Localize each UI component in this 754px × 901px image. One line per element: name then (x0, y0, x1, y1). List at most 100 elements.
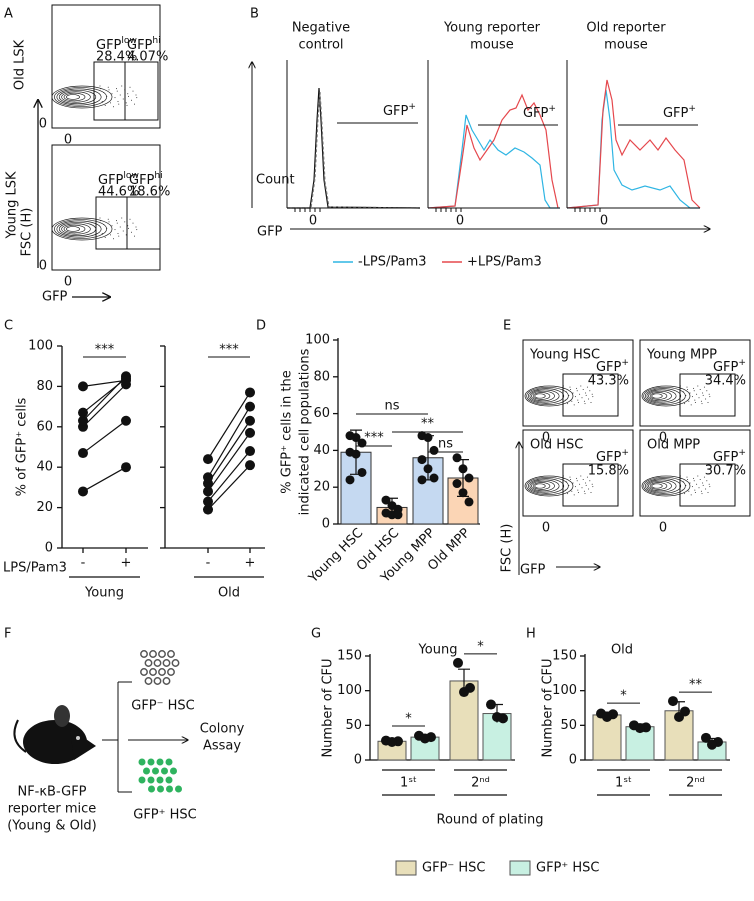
event-dot (689, 482, 691, 484)
event-dot (705, 488, 707, 490)
event-dot (134, 235, 135, 237)
gate-percent: 43.3% (588, 374, 629, 389)
pair-line (82, 379, 127, 387)
x-tick-label: - (81, 556, 86, 571)
contour (648, 390, 672, 402)
contour (529, 479, 560, 493)
gate-label: GFPlow (98, 171, 139, 188)
event-dot (127, 93, 129, 95)
pair-line (82, 420, 127, 454)
event-dot (565, 391, 567, 393)
data-point (423, 433, 433, 443)
cell-positive (143, 767, 150, 775)
event-dot (116, 90, 118, 92)
y-tick-label: 40 (36, 460, 53, 475)
data-point (381, 495, 391, 505)
event-dot (694, 491, 696, 493)
contour (648, 480, 672, 492)
plot-title: Old reporter (586, 21, 666, 36)
event-dot (122, 230, 124, 232)
event-dot (564, 399, 566, 401)
y-tick-label: 60 (313, 406, 330, 421)
event-dot (572, 482, 574, 484)
gate (124, 61, 159, 121)
x-tick-label: - (206, 556, 211, 571)
y-tick-label: 0 (569, 753, 577, 768)
event-dot (116, 220, 117, 222)
zero-label: 0 (456, 214, 464, 229)
x-tick-label: 2ⁿᵈ (471, 776, 490, 791)
contour (61, 223, 91, 235)
data-point (203, 504, 213, 515)
event-dot (588, 488, 590, 490)
cell-positive (165, 758, 173, 766)
data-point (78, 381, 88, 392)
contour (56, 220, 102, 238)
gate-label: GFPhi (127, 36, 161, 53)
y-tick-label: 0 (322, 517, 330, 532)
event-dot (694, 489, 696, 491)
event-dot (709, 396, 711, 398)
event-dot (589, 480, 591, 482)
event-dot (583, 400, 585, 402)
cell-negative (162, 677, 171, 685)
event-dot (128, 227, 129, 229)
data-point (701, 732, 711, 743)
panel-label: H (526, 627, 536, 642)
x-tick-label: 2ⁿᵈ (686, 776, 705, 791)
pair-line (82, 466, 127, 492)
y-tick-label: 20 (36, 500, 53, 515)
gate-label: GFP+ (383, 102, 416, 119)
plot-frame (639, 429, 751, 517)
contour (649, 482, 668, 490)
event-dot (126, 104, 128, 106)
contour (529, 389, 560, 403)
event-dot (680, 477, 682, 479)
event-dot (684, 493, 686, 495)
plot-title: mouse (470, 38, 514, 53)
gate-percent: 4.07% (127, 50, 168, 65)
event-dot (591, 483, 593, 485)
contour (61, 91, 91, 103)
event-dot (583, 490, 585, 492)
gate-percent: 34.4% (705, 374, 746, 389)
event-dot (591, 393, 593, 395)
data-point (245, 415, 255, 426)
data-point (417, 475, 427, 485)
gate-percent: 30.7% (705, 464, 746, 479)
text-sup: low (121, 36, 137, 46)
event-dot (128, 95, 129, 97)
significance: ns (438, 437, 453, 452)
event-dot (586, 386, 588, 388)
y-tick-label: 100 (305, 333, 330, 348)
text-sup: hi (152, 36, 160, 46)
event-dot (693, 480, 695, 482)
x-axis-label: LPS/Pam3 (3, 561, 67, 576)
text-sup: + (548, 104, 556, 114)
data-point (121, 462, 131, 473)
event-dot (573, 404, 575, 406)
mouse-eye (76, 736, 80, 740)
legend-label: GFP⁺ HSC (536, 861, 600, 876)
y-tick-label: 40 (313, 443, 330, 458)
contour (58, 89, 97, 105)
event-dot (681, 489, 683, 491)
event-dot (682, 481, 684, 483)
chart-title: Young (418, 643, 458, 658)
event-dot (708, 483, 710, 485)
contour (54, 219, 107, 239)
event-dot (694, 399, 696, 401)
contour (534, 393, 546, 399)
gate-percent: 28.4% (96, 50, 137, 65)
text-sup: hi (154, 171, 162, 181)
pair-line (207, 406, 251, 478)
event-dot (684, 403, 686, 405)
data-point (486, 699, 496, 710)
y-tick-label: 0 (45, 541, 53, 556)
event-dot (691, 486, 693, 488)
text-base: GFP (596, 450, 622, 465)
plot-title: mouse (604, 38, 648, 53)
event-dot (103, 223, 105, 225)
data-point (121, 415, 131, 426)
diagram-label: NF-κB-GFP (17, 785, 86, 800)
